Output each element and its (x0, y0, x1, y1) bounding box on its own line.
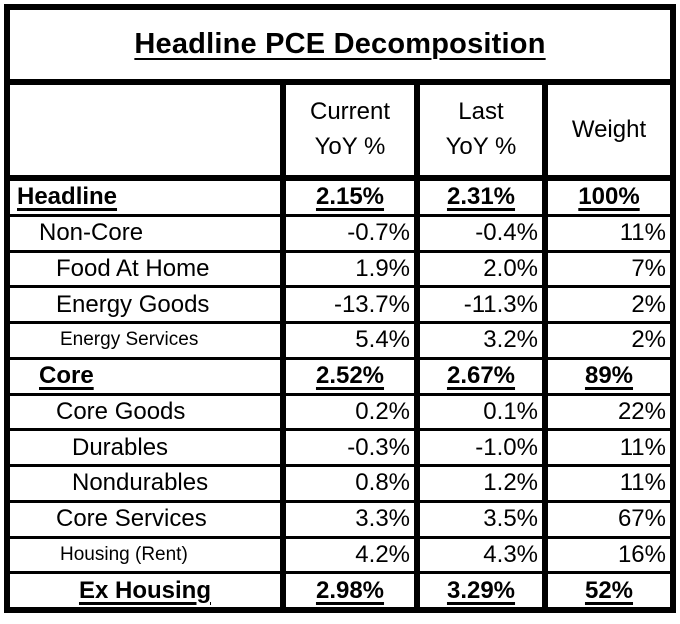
current-yoy-cell: 2.15% (280, 181, 414, 214)
row-label: Energy Goods (56, 290, 210, 318)
current-yoy-cell: 3.3% (280, 502, 414, 536)
last-yoy-cell: 2.0% (414, 252, 542, 286)
current-yoy-cell: 2.52% (280, 359, 414, 393)
header-last-yoy: Last YoY % (414, 85, 542, 175)
row-label: Durables (72, 433, 169, 461)
weight-cell: 100% (542, 181, 670, 214)
current-yoy-cell: 4.2% (280, 538, 414, 572)
header-weight-label: Weight (571, 115, 647, 143)
row-label: Core (39, 362, 94, 390)
current-yoy-cell: 5.4% (280, 324, 414, 357)
header-current-yoy-label: Current YoY % (309, 98, 391, 160)
row-label: Food At Home (56, 254, 210, 282)
table-row-nondurables: Nondurables 0.8% 1.2% 11% (10, 464, 670, 500)
table-row-core: Core 2.52% 2.67% 89% (10, 356, 670, 393)
weight-cell: 11% (542, 467, 670, 500)
table-row-energy-goods: Energy Goods -13.7% -11.3% 2% (10, 285, 670, 321)
row-label: Headline (17, 183, 118, 211)
row-label: Ex Housing (78, 576, 211, 604)
row-label: Housing (Rent) (60, 543, 188, 565)
last-yoy-cell: 4.3% (414, 538, 542, 572)
table-body: Headline 2.15% 2.31% 100% Non-Core -0.7%… (10, 181, 670, 607)
table-row-core-goods: Core Goods 0.2% 0.1% 22% (10, 392, 670, 429)
row-label: Energy Services (60, 329, 199, 351)
current-yoy-cell: 1.9% (280, 252, 414, 286)
weight-cell: 67% (542, 502, 670, 536)
table-row-energy-services: Energy Services 5.4% 3.2% 2% (10, 321, 670, 357)
weight-cell: 2% (542, 324, 670, 357)
current-yoy-cell: 0.2% (280, 395, 414, 429)
last-yoy-cell: 2.31% (414, 181, 542, 214)
pce-decomposition-table: Headline PCE Decomposition Current YoY %… (4, 4, 676, 613)
weight-cell: 11% (542, 431, 670, 464)
weight-cell: 52% (542, 574, 670, 607)
header-blank-cell (10, 85, 280, 175)
last-yoy-cell: 1.2% (414, 467, 542, 500)
column-header-row: Current YoY % Last YoY % Weight (10, 85, 670, 181)
row-label: Core Goods (56, 397, 186, 425)
row-label: Core Services (56, 505, 207, 533)
last-yoy-cell: 3.5% (414, 502, 542, 536)
last-yoy-cell: -0.4% (414, 216, 542, 250)
current-yoy-cell: 0.8% (280, 467, 414, 500)
table-row-core-services: Core Services 3.3% 3.5% 67% (10, 499, 670, 536)
header-current-yoy: Current YoY % (280, 85, 414, 175)
table-row-housing-rent: Housing (Rent) 4.2% 4.3% 16% (10, 535, 670, 572)
current-yoy-cell: -0.7% (280, 216, 414, 250)
last-yoy-cell: 0.1% (414, 395, 542, 429)
weight-cell: 22% (542, 395, 670, 429)
table-row-food-at-home: Food At Home 1.9% 2.0% 7% (10, 249, 670, 286)
table-row-durables: Durables -0.3% -1.0% 11% (10, 428, 670, 464)
last-yoy-cell: -11.3% (414, 288, 542, 321)
table-row-non-core: Non-Core -0.7% -0.4% 11% (10, 213, 670, 250)
table-row-headline: Headline 2.15% 2.31% 100% (10, 181, 670, 214)
current-yoy-cell: 2.98% (280, 574, 414, 607)
row-label: Non-Core (39, 219, 144, 247)
last-yoy-cell: 3.2% (414, 324, 542, 357)
current-yoy-cell: -13.7% (280, 288, 414, 321)
header-last-yoy-label: Last YoY % (445, 98, 517, 160)
weight-cell: 89% (542, 359, 670, 393)
last-yoy-cell: 2.67% (414, 359, 542, 393)
table-row-ex-housing: Ex Housing 2.98% 3.29% 52% (10, 571, 670, 607)
table-title-cell: Headline PCE Decomposition (10, 10, 670, 85)
header-weight: Weight (542, 85, 670, 175)
table-title: Headline PCE Decomposition (134, 28, 546, 60)
row-label: Nondurables (72, 469, 209, 497)
weight-cell: 16% (542, 538, 670, 572)
last-yoy-cell: -1.0% (414, 431, 542, 464)
last-yoy-cell: 3.29% (414, 574, 542, 607)
weight-cell: 11% (542, 216, 670, 250)
current-yoy-cell: -0.3% (280, 431, 414, 464)
weight-cell: 7% (542, 252, 670, 286)
weight-cell: 2% (542, 288, 670, 321)
